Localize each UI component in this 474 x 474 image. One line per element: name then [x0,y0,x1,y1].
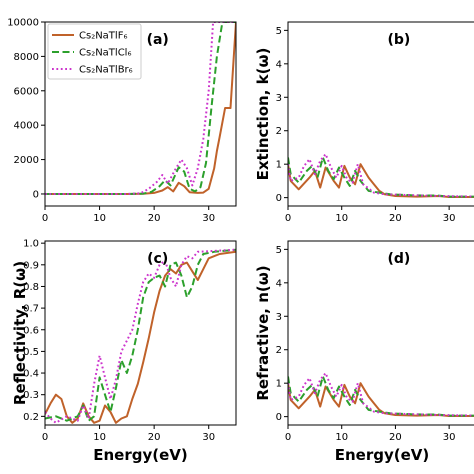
y-tick-label: 1.0 [23,239,39,250]
y-tick-label: 1 [276,160,282,171]
y-tick-label: 0.2 [23,412,39,423]
y-tick-label: 3 [276,93,282,104]
series-line-3 [45,248,236,424]
axes-frame [44,240,237,426]
x-tick-label: 10 [93,432,106,443]
y-tick-label: 2000 [14,155,39,166]
y-tick-label: 4 [276,59,282,70]
panel-label: (c) [147,251,168,267]
legend-box [47,23,142,80]
y-tick-label: 2 [276,126,282,137]
series-line-2 [45,22,236,195]
x-tick-label: 30 [202,213,215,224]
y-tick-label: 0 [276,193,282,204]
x-tick-label: 30 [443,432,456,443]
y-tick-label: 0.6 [23,325,39,336]
x-tick-label: 10 [93,213,106,224]
panel-label: (b) [388,32,411,48]
legend-label-3: Cs₂NaTlBr₆ [79,65,133,76]
axes-frame [287,21,474,207]
x-tick-label: 0 [285,213,291,224]
legend-label-1: Cs₂NaTlF₆ [79,31,127,42]
plot-area [45,248,236,424]
y-tick-label: 5 [276,245,282,256]
series-line-3 [288,372,474,417]
plot-area [288,153,474,198]
legend-label-2: Cs₂NaTlCl₆ [79,48,131,59]
y-tick-label: 0 [276,412,282,423]
series-line-2 [288,375,474,417]
y-axis-label: Extinction, k(ω) [254,48,272,181]
x-tick-label: 20 [389,432,402,443]
panel-c: 0 10 20 30 0.2 0.3 0.4 0.5 0.6 0.7 0.8 0.9 1.0 (c) Ene… [11,239,237,464]
y-tick-label: 6000 [14,86,39,97]
x-tick-label: 0 [285,432,291,443]
y-tick-label: 0.3 [23,390,39,401]
y-tick-label: 5 [276,26,282,37]
series-line-1 [45,22,236,195]
plot-area [288,372,474,417]
y-tick-label: 4000 [14,121,39,132]
y-tick-label: 4 [276,278,282,289]
legend: Cs₂NaTlF₆ Cs₂NaTlCl₆ Cs₂NaTlBr₆ [47,23,142,80]
panel-a: 0 10 20 30 0 2000 4000 6000 8000 10000 (a) Cs₂NaTlF… [7,18,237,224]
y-tick-label: 0.7 [23,304,39,315]
y-axis-label: Refractive, n(ω) [254,265,272,400]
y-tick-label: 0.5 [23,347,39,358]
x-tick-label: 0 [42,432,48,443]
series-line-1 [45,250,236,424]
series-line-3 [288,153,474,198]
x-axis-label: Energy(eV) [335,446,430,464]
panel-b: 0 10 20 30 0 1 2 3 4 5 (b) Extinction, k(ω) [254,21,474,224]
x-tick-label: 30 [443,213,456,224]
plot-area [45,22,236,195]
panel-d: 0 10 20 30 0 1 2 3 4 5 (d) Energy(eV) Refractive, n(… [254,240,474,464]
y-tick-label: 8000 [14,52,39,63]
panel-label: (a) [147,32,169,48]
x-tick-label: 10 [335,213,348,224]
x-tick-label: 20 [148,213,161,224]
y-tick-label: 3 [276,312,282,323]
y-axis-label: Reflectivity, R(ω) [11,261,29,405]
x-tick-label: 20 [148,432,161,443]
axes-frame [287,240,474,426]
panel-label: (d) [388,251,411,267]
series-line-2 [45,248,236,422]
y-tick-label: 2 [276,345,282,356]
x-axis-label: Energy(eV) [93,446,188,464]
x-tick-label: 10 [335,432,348,443]
y-tick-label: 1 [276,379,282,390]
axes-frame [44,21,237,207]
series-line-2 [288,156,474,198]
x-tick-label: 30 [202,432,215,443]
y-tick-label: 0 [33,189,39,200]
y-tick-label: 0.4 [23,369,39,380]
y-tick-label: 0.8 [23,282,39,293]
x-tick-label: 0 [42,213,48,224]
y-tick-label: 0.9 [23,260,39,271]
y-tick-label: 10000 [7,18,39,29]
x-tick-label: 20 [389,213,402,224]
